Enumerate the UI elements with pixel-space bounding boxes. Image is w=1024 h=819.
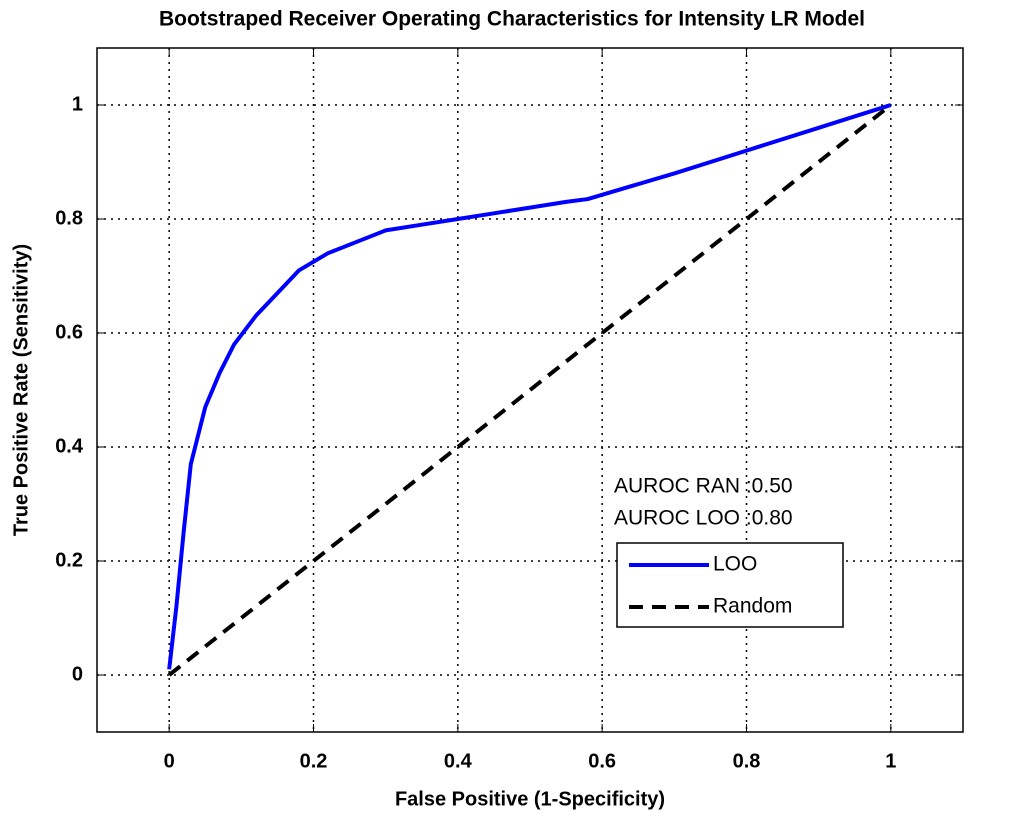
x-tick-label: 0.8	[733, 750, 761, 772]
y-tick-label: 0	[72, 663, 83, 685]
y-tick-label: 0.8	[55, 207, 83, 229]
legend-label: LOO	[713, 553, 757, 576]
line	[167, 103, 893, 677]
x-tick-label: 0.6	[588, 750, 616, 772]
x-tick-label: 0.4	[444, 750, 473, 772]
line	[167, 103, 892, 670]
x-axis-label: False Positive (1-Specificity)	[395, 788, 665, 810]
chart-title: Bootstraped Receiver Operating Character…	[159, 8, 865, 31]
y-tick-label: 0.6	[55, 321, 83, 343]
plot-frame	[96, 47, 964, 733]
x-tick-label: 0	[164, 750, 175, 772]
annotation: AUROC LOO :0.80	[614, 507, 793, 530]
x-tick-label: 1	[885, 750, 896, 772]
y-tick-label: 0.2	[55, 549, 83, 571]
x-tick-label: 0.2	[300, 750, 328, 772]
legend-label: Random	[713, 595, 792, 618]
y-tick-label: 0.4	[55, 435, 84, 457]
y-tick-label: 1	[72, 93, 83, 115]
annotation: AUROC RAN :0.50	[614, 475, 793, 498]
legend-box	[616, 542, 844, 628]
y-axis-label: True Positive Rate (Sensitivity)	[10, 244, 32, 536]
